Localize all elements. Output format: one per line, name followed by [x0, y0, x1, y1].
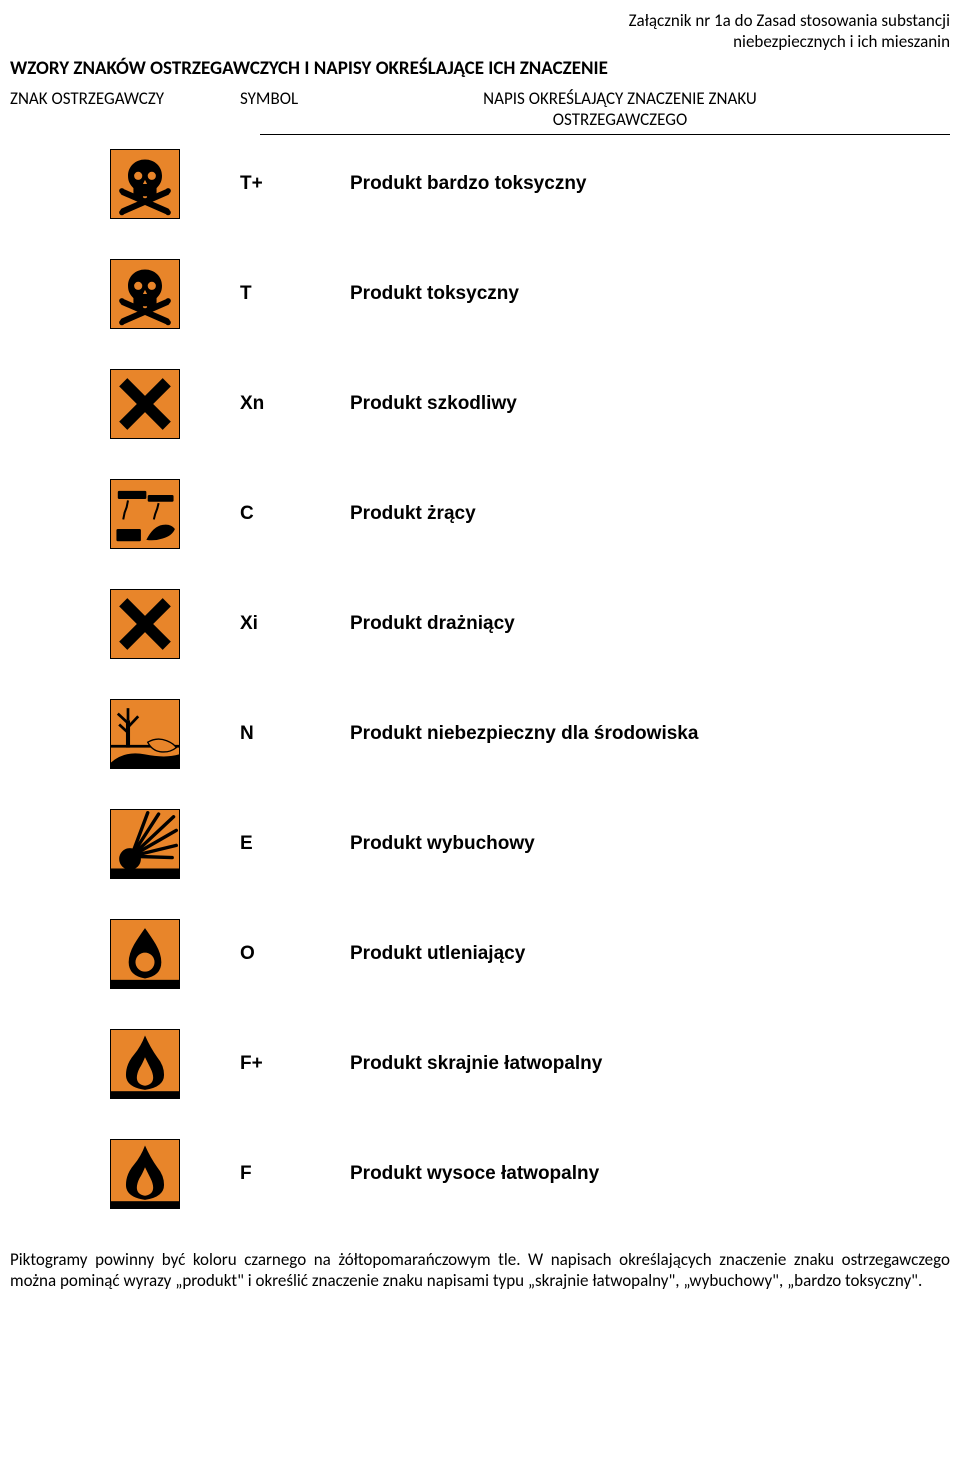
hazard-symbol: T+: [180, 173, 310, 195]
cross-icon: [110, 369, 180, 439]
hazard-symbol: F: [180, 1163, 310, 1185]
attachment-line2: niebezpiecznych i ich mieszanin: [733, 31, 950, 52]
corrosive-icon: [110, 479, 180, 549]
hazard-description: Produkt wysoce łatwopalny: [310, 1163, 599, 1185]
hazard-description: Produkt drażniący: [310, 613, 515, 635]
footer-note: Piktogramy powinny być koloru czarnego n…: [10, 1249, 950, 1292]
hazard-row: TProdukt toksyczny: [10, 259, 950, 329]
hazard-symbol: Xn: [180, 393, 310, 415]
header-sign: ZNAK OSTRZEGAWCZY: [10, 88, 240, 109]
hazard-symbol: O: [180, 943, 310, 965]
hazard-symbol: T: [180, 283, 310, 305]
hazard-description: Produkt toksyczny: [310, 283, 519, 305]
explosive-icon: [110, 809, 180, 879]
hazard-row: NProdukt niebezpieczny dla środowiska: [10, 699, 950, 769]
hazard-row: XnProdukt szkodliwy: [10, 369, 950, 439]
header-symbol: SYMBOL: [240, 88, 360, 109]
oxidizer-icon: [110, 919, 180, 989]
hazard-description: Produkt niebezpieczny dla środowiska: [310, 723, 698, 745]
hazard-symbol: F+: [180, 1053, 310, 1075]
hazard-row: FProdukt wysoce łatwopalny: [10, 1139, 950, 1209]
hazard-description: Produkt utleniający: [310, 943, 525, 965]
skull-icon: [110, 259, 180, 329]
document-title: WZORY ZNAKÓW OSTRZEGAWCZYCH I NAPISY OKR…: [10, 57, 950, 80]
attachment-line1: Załącznik nr 1a do Zasad stosowania subs…: [629, 10, 950, 31]
hazard-row: XiProdukt drażniący: [10, 589, 950, 659]
hazard-row: OProdukt utleniający: [10, 919, 950, 989]
hazard-description: Produkt bardzo toksyczny: [310, 173, 587, 195]
flame-icon: [110, 1139, 180, 1209]
header-rule: [260, 134, 950, 135]
hazard-description: Produkt skrajnie łatwopalny: [310, 1053, 602, 1075]
hazard-row: T+Produkt bardzo toksyczny: [10, 149, 950, 219]
rows-container: T+Produkt bardzo toksyczny TProdukt toks…: [10, 149, 950, 1209]
flame-icon: [110, 1029, 180, 1099]
hazard-description: Produkt szkodliwy: [310, 393, 517, 415]
cross-icon: [110, 589, 180, 659]
hazard-row: EProdukt wybuchowy: [10, 809, 950, 879]
hazard-description: Produkt wybuchowy: [310, 833, 535, 855]
hazard-row: F+Produkt skrajnie łatwopalny: [10, 1029, 950, 1099]
hazard-symbol: Xi: [180, 613, 310, 635]
skull-icon: [110, 149, 180, 219]
hazard-description: Produkt żrący: [310, 503, 476, 525]
attachment-header: Załącznik nr 1a do Zasad stosowania subs…: [10, 10, 950, 53]
column-headers: ZNAK OSTRZEGAWCZY SYMBOL NAPIS OKREŚLAJĄ…: [10, 88, 950, 130]
hazard-symbol: C: [180, 503, 310, 525]
hazard-row: CProdukt żrący: [10, 479, 950, 549]
hazard-symbol: N: [180, 723, 310, 745]
header-description: NAPIS OKREŚLAJĄCY ZNACZENIE ZNAKU OSTRZE…: [360, 88, 950, 130]
document-page: Załącznik nr 1a do Zasad stosowania subs…: [0, 0, 960, 1311]
env-icon: [110, 699, 180, 769]
hazard-symbol: E: [180, 833, 310, 855]
